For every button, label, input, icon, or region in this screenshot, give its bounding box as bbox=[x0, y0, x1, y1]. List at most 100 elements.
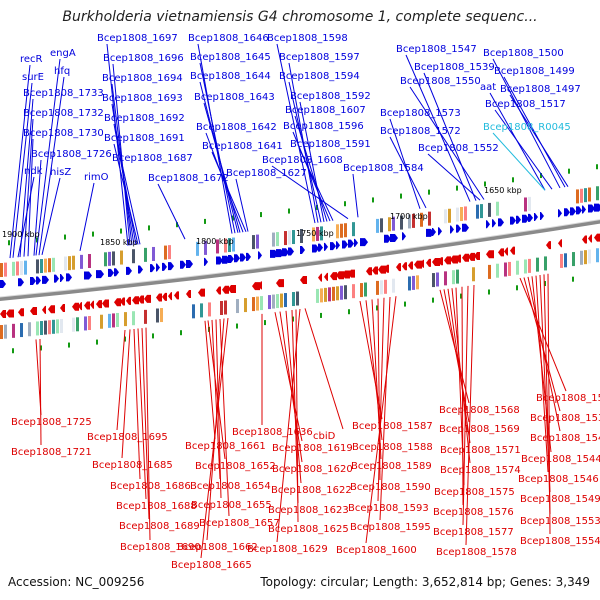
reverse-gene-arrow[interactable] bbox=[252, 282, 260, 291]
forward-gene-arrow[interactable] bbox=[330, 242, 336, 251]
forward-gene-arrow[interactable] bbox=[150, 264, 155, 273]
forward-gene-arrow[interactable] bbox=[312, 244, 319, 253]
forward-gene-arrow[interactable] bbox=[18, 278, 24, 287]
reverse-gene-arrow[interactable] bbox=[228, 285, 236, 294]
forward-gene-arrow[interactable] bbox=[234, 254, 240, 263]
gene-label[interactable]: Bcep1808_1696 bbox=[103, 53, 184, 64]
gene-label[interactable]: Bcep1808_1690 bbox=[120, 542, 201, 553]
gene-label[interactable]: Bcep1808_1554 bbox=[520, 536, 600, 547]
reverse-gene-arrow[interactable] bbox=[432, 258, 440, 267]
reverse-gene-arrow[interactable] bbox=[78, 302, 82, 311]
gene-label[interactable]: Bcep1808_1636 bbox=[232, 427, 313, 438]
forward-gene-arrow[interactable] bbox=[30, 277, 36, 286]
forward-gene-arrow[interactable] bbox=[240, 253, 246, 262]
reverse-gene-arrow[interactable] bbox=[546, 241, 551, 250]
forward-gene-arrow[interactable] bbox=[162, 262, 167, 271]
reverse-gene-arrow[interactable] bbox=[504, 247, 508, 256]
forward-gene-arrow[interactable] bbox=[492, 219, 496, 228]
gene-label[interactable]: Bcep1808_1538 bbox=[530, 413, 600, 424]
reverse-gene-arrow[interactable] bbox=[18, 308, 24, 317]
reverse-gene-arrow[interactable] bbox=[30, 307, 37, 316]
reverse-gene-arrow[interactable] bbox=[72, 302, 79, 311]
reverse-gene-arrow[interactable] bbox=[42, 305, 46, 314]
forward-gene-arrow[interactable] bbox=[66, 273, 72, 282]
forward-gene-arrow[interactable] bbox=[138, 265, 143, 274]
gene-label[interactable]: Bcep1808_1687 bbox=[112, 153, 193, 164]
forward-gene-arrow[interactable] bbox=[576, 206, 582, 215]
gene-label[interactable]: Bcep1808_1654 bbox=[190, 481, 271, 492]
gene-label[interactable]: Bcep1808_1596 bbox=[283, 121, 364, 132]
gene-label[interactable]: Bcep1808_1544 bbox=[521, 454, 600, 465]
gene-label[interactable]: Bcep1808_1689 bbox=[119, 521, 200, 532]
gene-label[interactable]: Bcep1808_1517 bbox=[485, 99, 566, 110]
reverse-gene-arrow[interactable] bbox=[486, 250, 494, 259]
gene-label[interactable]: aat bbox=[480, 82, 496, 93]
gene-label[interactable]: Bcep1808_1693 bbox=[102, 93, 183, 104]
forward-gene-arrow[interactable] bbox=[582, 205, 586, 214]
gene-label[interactable]: Bcep1808_1619 bbox=[272, 443, 353, 454]
gene-label[interactable]: recR bbox=[20, 54, 43, 65]
forward-gene-arrow[interactable] bbox=[456, 224, 461, 233]
forward-gene-arrow[interactable] bbox=[522, 214, 529, 223]
forward-gene-arrow[interactable] bbox=[570, 207, 576, 216]
reverse-gene-arrow[interactable] bbox=[396, 263, 401, 272]
forward-gene-arrow[interactable] bbox=[108, 268, 114, 277]
forward-gene-arrow[interactable] bbox=[438, 227, 442, 236]
gene-label[interactable]: Bcep1808_1499 bbox=[494, 66, 575, 77]
reverse-gene-arrow[interactable] bbox=[468, 252, 475, 261]
gene-label[interactable]: Bcep1808_1587 bbox=[352, 421, 433, 432]
gene-label[interactable]: Bcep1808_1692 bbox=[104, 113, 185, 124]
forward-gene-arrow[interactable] bbox=[288, 247, 294, 256]
gene-label[interactable]: Bcep1808_1643 bbox=[194, 92, 275, 103]
gene-label[interactable]: Bcep1808_1574 bbox=[440, 465, 521, 476]
gene-label[interactable]: Bcep1808_R0045 bbox=[483, 122, 571, 133]
forward-gene-arrow[interactable] bbox=[282, 248, 289, 257]
forward-gene-arrow[interactable] bbox=[186, 260, 193, 269]
reverse-gene-arrow[interactable] bbox=[420, 259, 424, 268]
reverse-gene-arrow[interactable] bbox=[462, 253, 469, 262]
gene-label[interactable]: Bcep1808_1725 bbox=[11, 417, 92, 428]
gene-label[interactable]: Bcep1808_1576 bbox=[433, 507, 514, 518]
forward-gene-arrow[interactable] bbox=[204, 257, 208, 266]
gene-label[interactable]: Bcep1808_1620 bbox=[272, 464, 353, 475]
gene-label[interactable]: Bcep1808_1686 bbox=[110, 481, 191, 492]
forward-gene-arrow[interactable] bbox=[114, 268, 119, 277]
gene-label[interactable]: Bcep1808_1497 bbox=[500, 84, 581, 95]
reverse-gene-arrow[interactable] bbox=[408, 261, 413, 270]
gene-label[interactable]: Bcep1808_1578 bbox=[436, 547, 517, 558]
reverse-gene-arrow[interactable] bbox=[402, 262, 407, 271]
reverse-gene-arrow[interactable] bbox=[144, 294, 151, 303]
reverse-gene-arrow[interactable] bbox=[0, 310, 6, 319]
forward-gene-arrow[interactable] bbox=[336, 241, 340, 250]
gene-label[interactable]: Bcep1808_1589 bbox=[351, 461, 432, 472]
gene-label[interactable]: Bcep1808_1732 bbox=[23, 108, 104, 119]
reverse-gene-arrow[interactable] bbox=[318, 273, 322, 282]
gene-label[interactable]: Bcep1808_1573 bbox=[380, 108, 461, 119]
reverse-gene-arrow[interactable] bbox=[450, 255, 458, 264]
reverse-gene-arrow[interactable] bbox=[258, 281, 262, 290]
gene-label[interactable]: Bcep1808_1542 bbox=[530, 433, 600, 444]
reverse-gene-arrow[interactable] bbox=[48, 305, 55, 314]
forward-gene-arrow[interactable] bbox=[36, 276, 41, 285]
gene-label[interactable]: Bcep1808_1500 bbox=[483, 48, 564, 59]
forward-gene-arrow[interactable] bbox=[390, 233, 398, 242]
reverse-gene-arrow[interactable] bbox=[138, 295, 144, 304]
forward-gene-arrow[interactable] bbox=[486, 220, 490, 229]
forward-gene-arrow[interactable] bbox=[594, 203, 600, 212]
reverse-gene-arrow[interactable] bbox=[126, 296, 131, 305]
reverse-gene-arrow[interactable] bbox=[186, 290, 191, 299]
gene-label[interactable]: Bcep1808_1595 bbox=[350, 522, 431, 533]
reverse-gene-arrow[interactable] bbox=[348, 269, 355, 278]
forward-gene-arrow[interactable] bbox=[450, 225, 454, 234]
reverse-gene-arrow[interactable] bbox=[216, 286, 221, 295]
gene-label[interactable]: hfq bbox=[54, 66, 70, 77]
forward-gene-arrow[interactable] bbox=[558, 209, 562, 218]
gene-label[interactable]: engA bbox=[50, 48, 76, 59]
gene-label[interactable]: Bcep1808_1607 bbox=[285, 105, 366, 116]
reverse-gene-arrow[interactable] bbox=[96, 300, 102, 309]
reverse-gene-arrow[interactable] bbox=[156, 293, 162, 302]
gene-label[interactable]: rimO bbox=[84, 172, 109, 183]
reverse-gene-arrow[interactable] bbox=[90, 300, 94, 309]
reverse-gene-arrow[interactable] bbox=[6, 309, 14, 318]
forward-gene-arrow[interactable] bbox=[402, 232, 406, 241]
